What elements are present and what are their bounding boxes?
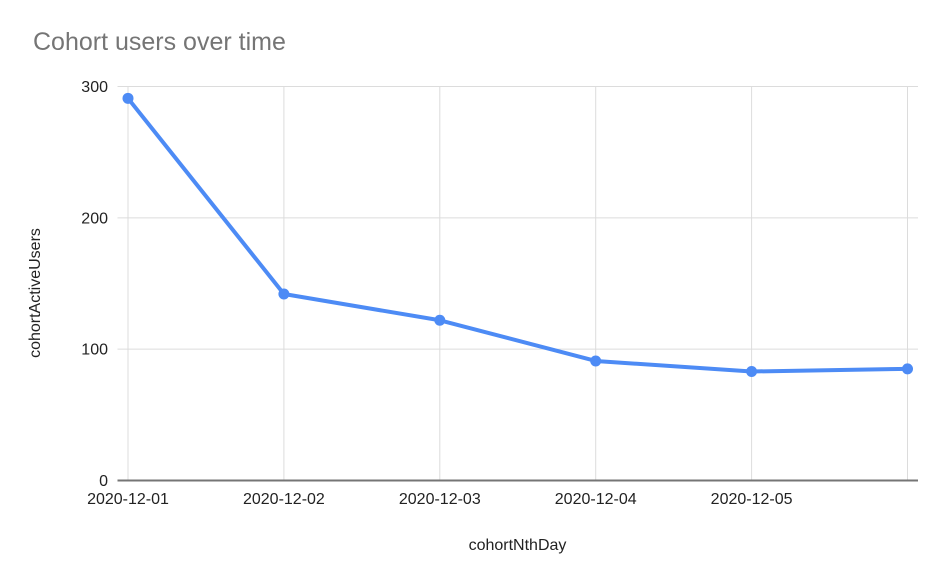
y-tick-label: 100 xyxy=(81,342,108,359)
x-tick-label: 2020-12-04 xyxy=(555,491,637,508)
data-point[interactable] xyxy=(434,314,446,326)
data-point[interactable] xyxy=(746,365,758,377)
data-point[interactable] xyxy=(902,363,913,375)
data-point[interactable] xyxy=(590,355,602,367)
y-axis-title: cohortActiveUsers xyxy=(27,228,44,358)
y-tick-label: 300 xyxy=(81,79,108,96)
data-point[interactable] xyxy=(278,288,290,300)
y-tick-label: 0 xyxy=(99,473,108,490)
chart-title: Cohort users over time xyxy=(33,28,286,56)
x-tick-label: 2020-12-01 xyxy=(87,491,169,508)
x-tick-label: 2020-12-05 xyxy=(711,491,793,508)
data-point[interactable] xyxy=(122,92,134,104)
x-tick-label: 2020-12-03 xyxy=(399,491,481,508)
y-tick-label: 200 xyxy=(81,210,108,227)
x-axis-title: cohortNthDay xyxy=(468,537,567,554)
series-line xyxy=(126,96,910,374)
x-tick-label: 2020-12-02 xyxy=(243,491,325,508)
